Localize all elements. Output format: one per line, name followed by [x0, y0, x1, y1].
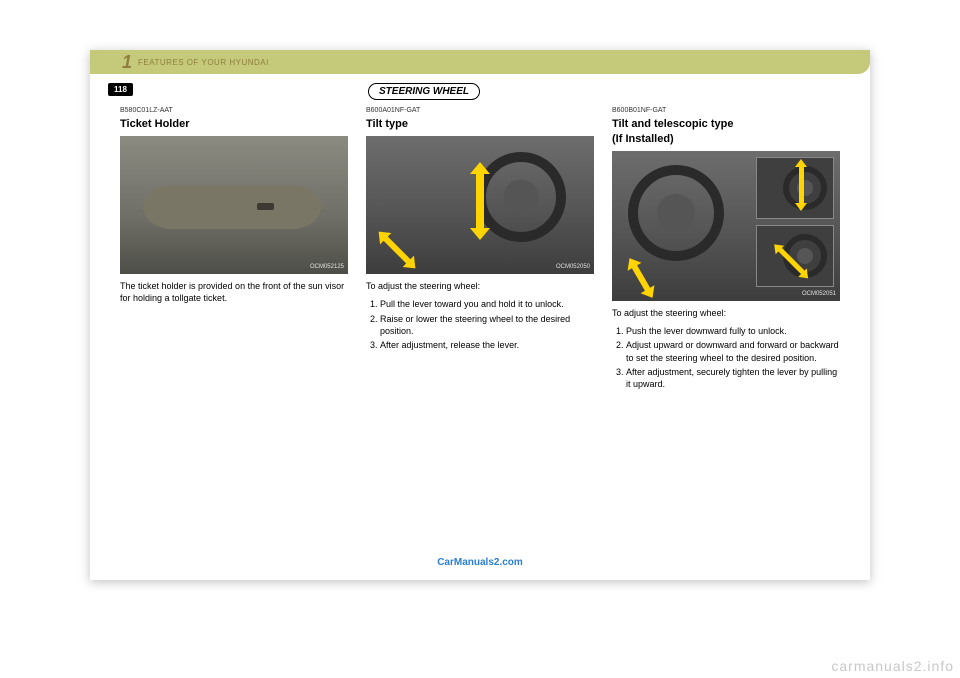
- step-list: Pull the lever toward you and hold it to…: [366, 298, 594, 351]
- column-tilt-telescopic: B600B01NF-GAT Tilt and telescopic type (…: [612, 106, 840, 392]
- subheading: Tilt type: [366, 117, 594, 132]
- step-list: Push the lever downward fully to unlock.…: [612, 325, 840, 390]
- list-item: After adjustment, securely tighten the l…: [626, 366, 840, 390]
- watermark: carmanuals2.info: [831, 658, 954, 674]
- intro-text: To adjust the steering wheel:: [366, 280, 594, 292]
- chapter-title: FEATURES OF YOUR HYUNDAI: [138, 58, 269, 67]
- tilt-arrow-icon: [799, 166, 804, 204]
- list-item: Pull the lever toward you and hold it to…: [380, 298, 594, 310]
- column-ticket-holder: B580C01LZ-AAT Ticket Holder OCM052125 Th…: [120, 106, 348, 392]
- column-tilt-type: B600A01NF-GAT Tilt type OCM052050 To adj…: [366, 106, 594, 392]
- intro-text: To adjust the steering wheel:: [612, 307, 840, 319]
- ref-code: B580C01LZ-AAT: [120, 106, 348, 115]
- content-columns: B580C01LZ-AAT Ticket Holder OCM052125 Th…: [120, 106, 840, 392]
- figure-tilt-type: OCM052050: [366, 136, 594, 274]
- tilt-arrow-icon: [476, 172, 484, 230]
- subheading: Ticket Holder: [120, 117, 348, 132]
- subheading-line2: (If Installed): [612, 133, 674, 145]
- list-item: Adjust upward or downward and forward or…: [626, 339, 840, 363]
- page-number: 118: [108, 83, 133, 96]
- section-heading: STEERING WHEEL: [368, 83, 480, 100]
- manual-page: 1 FEATURES OF YOUR HYUNDAI 118 STEERING …: [90, 50, 870, 580]
- figure-label: OCM052125: [310, 263, 344, 271]
- figure-label: OCM052050: [556, 263, 590, 271]
- ref-code: B600B01NF-GAT: [612, 106, 840, 115]
- figure-tilt-telescopic: OCM052051: [612, 151, 840, 301]
- inset-tilt-shape: [756, 157, 834, 219]
- ref-code: B600A01NF-GAT: [366, 106, 594, 115]
- list-item: After adjustment, release the lever.: [380, 339, 594, 351]
- footer-link[interactable]: CarManuals2.com: [437, 557, 523, 568]
- header-bar: 1 FEATURES OF YOUR HYUNDAI: [90, 50, 870, 74]
- subheading-line1: Tilt and telescopic type: [612, 118, 733, 130]
- sun-visor-shape: [143, 185, 321, 229]
- figure-label: OCM052051: [802, 290, 836, 298]
- subheading: Tilt and telescopic type (If Installed): [612, 117, 840, 147]
- figure-ticket-holder: OCM052125: [120, 136, 348, 274]
- list-item: Push the lever downward fully to unlock.: [626, 325, 840, 337]
- chapter-number: 1: [122, 52, 132, 73]
- ticket-slot-shape: [257, 203, 275, 210]
- inset-telescopic-shape: [756, 225, 834, 287]
- steering-wheel-main-shape: [628, 165, 724, 261]
- body-text: The ticket holder is provided on the fro…: [120, 280, 348, 304]
- list-item: Raise or lower the steering wheel to the…: [380, 313, 594, 337]
